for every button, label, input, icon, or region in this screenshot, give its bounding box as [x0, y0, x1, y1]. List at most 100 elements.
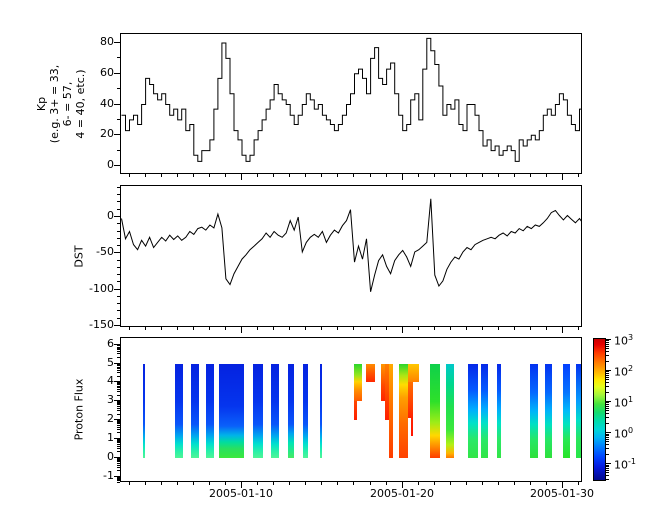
tick-mark	[370, 482, 371, 485]
tick-mark	[305, 327, 306, 330]
flux-stripe	[545, 363, 553, 458]
flux-stripe	[320, 363, 322, 458]
tick-mark	[606, 435, 609, 436]
colorbar-tick-label: 102	[614, 364, 634, 379]
tick-mark	[114, 400, 120, 401]
tick-mark	[117, 467, 120, 468]
tick-mark	[321, 482, 322, 485]
tick-mark	[114, 289, 120, 290]
tick-mark	[177, 174, 178, 177]
ytick-label: -50	[96, 245, 114, 259]
tick-mark	[606, 346, 609, 347]
tick-mark	[578, 482, 579, 485]
tick-mark	[578, 174, 579, 177]
tick-mark	[117, 318, 120, 319]
tick-mark	[606, 340, 609, 341]
ytick-label: -100	[89, 281, 114, 295]
colorbar	[593, 338, 606, 481]
tick-mark	[514, 174, 515, 177]
tick-mark	[257, 482, 258, 485]
tick-mark	[530, 327, 531, 330]
tick-mark	[117, 461, 120, 462]
tick-mark	[606, 377, 609, 378]
tick-mark	[117, 209, 120, 210]
flux-stripe	[445, 363, 455, 458]
tick-mark	[241, 482, 242, 488]
tick-mark	[117, 463, 120, 464]
tick-mark	[117, 274, 120, 275]
flux-stripe	[380, 363, 385, 402]
flux-stripe	[270, 363, 279, 458]
tick-mark	[117, 459, 120, 460]
tick-mark	[606, 472, 609, 473]
tick-mark	[466, 174, 467, 177]
tick-mark	[514, 482, 515, 485]
tick-mark	[117, 423, 120, 424]
tick-mark	[450, 482, 451, 485]
flux-stripe	[430, 363, 441, 458]
kp-panel	[120, 33, 582, 174]
tick-mark	[117, 425, 120, 426]
tick-mark	[117, 245, 120, 246]
tick-mark	[606, 379, 609, 380]
tick-mark	[117, 363, 120, 364]
tick-mark	[606, 344, 609, 345]
ytick-label: 6	[107, 336, 114, 350]
flux-stripe	[206, 363, 214, 458]
ytick-label: -1	[103, 468, 114, 482]
tick-mark	[606, 404, 609, 405]
tick-mark	[117, 410, 120, 411]
tick-mark	[606, 479, 609, 480]
ytick-label: 0	[107, 450, 114, 463]
tick-mark	[117, 303, 120, 304]
tick-mark	[546, 482, 547, 485]
tick-mark	[606, 413, 609, 414]
flux-stripe	[408, 381, 413, 419]
ytick-label: 1	[107, 431, 114, 445]
tick-mark	[117, 401, 120, 402]
tick-mark	[117, 344, 120, 345]
tick-mark	[117, 441, 120, 442]
tick-mark	[114, 73, 120, 74]
flux-stripe	[353, 401, 358, 421]
tick-mark	[606, 466, 609, 467]
tick-mark	[117, 88, 120, 89]
tick-mark	[562, 482, 563, 488]
tick-mark	[117, 365, 120, 366]
tick-mark	[606, 373, 609, 374]
tick-mark	[117, 448, 120, 449]
flux-stripe	[388, 363, 394, 458]
tick-mark	[514, 327, 515, 330]
tick-mark	[117, 477, 120, 478]
ytick-label: 0	[107, 158, 114, 171]
tick-mark	[225, 174, 226, 177]
tick-mark	[129, 174, 130, 177]
tick-mark	[117, 442, 120, 443]
tick-mark	[466, 327, 467, 330]
tick-mark	[305, 482, 306, 485]
tick-mark	[606, 392, 609, 393]
tick-mark	[117, 395, 120, 396]
tick-mark	[114, 325, 120, 326]
tick-mark	[337, 482, 338, 485]
tick-mark	[117, 444, 120, 445]
tick-mark	[117, 347, 120, 348]
tick-mark	[117, 345, 120, 346]
tick-mark	[606, 355, 609, 356]
tick-mark	[606, 432, 611, 433]
tick-mark	[117, 201, 120, 202]
tick-mark	[434, 482, 435, 485]
tick-mark	[482, 482, 483, 485]
tick-mark	[578, 327, 579, 330]
tick-mark	[117, 402, 120, 403]
flux-stripe	[384, 363, 389, 421]
tick-mark	[606, 382, 609, 383]
flux-stripe	[467, 363, 478, 458]
kp-trace	[121, 37, 581, 162]
tick-mark	[117, 446, 120, 447]
tick-mark	[209, 174, 210, 177]
tick-mark	[117, 458, 120, 459]
tick-mark	[117, 150, 120, 151]
ytick-label: 2	[107, 412, 114, 426]
